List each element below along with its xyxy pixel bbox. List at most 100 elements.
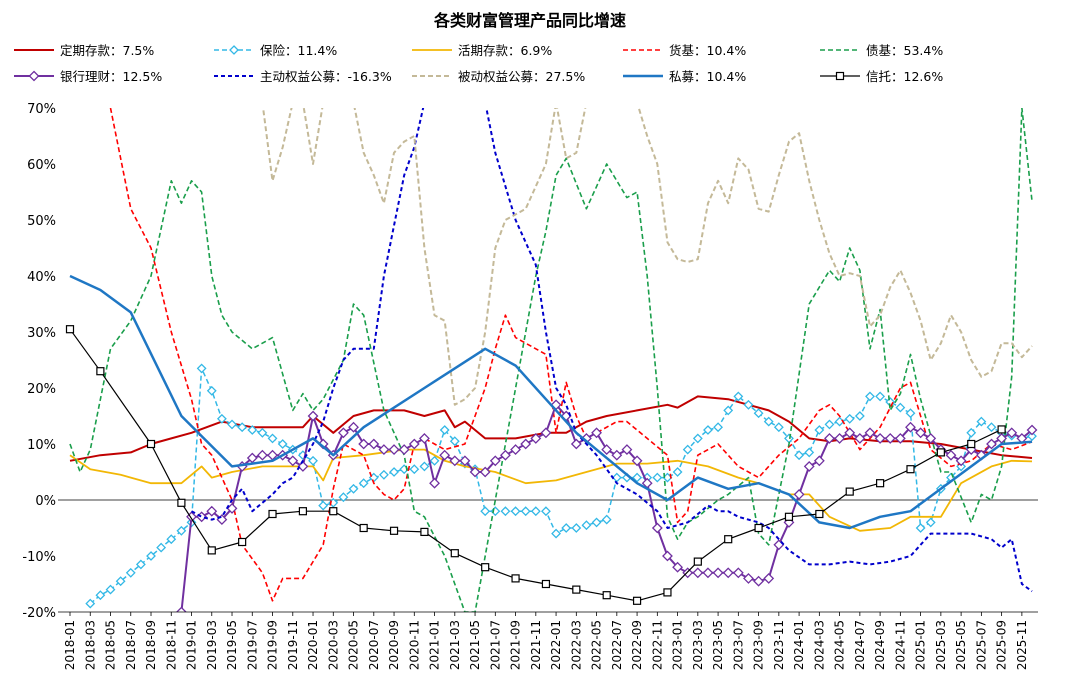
x-tick-label: 2022-03 bbox=[569, 620, 583, 670]
data-point bbox=[753, 408, 764, 419]
data-point bbox=[238, 537, 247, 547]
data-point bbox=[500, 449, 511, 461]
legend-label: 保险：11.4% bbox=[260, 43, 337, 58]
legend-item: 信托：12.6% bbox=[820, 69, 943, 84]
x-tick-label: 2025-03 bbox=[934, 620, 948, 670]
legend-item: 保险：11.4% bbox=[214, 43, 337, 58]
y-tick-label: 40% bbox=[27, 270, 56, 285]
x-tick-label: 2022-09 bbox=[630, 620, 644, 670]
data-point bbox=[176, 525, 187, 536]
data-point bbox=[409, 464, 420, 475]
data-point bbox=[28, 70, 40, 82]
y-axis: 70% 60% 50% 40% 30% 20% 10% 0% -10% -20% bbox=[22, 102, 1038, 621]
data-point bbox=[378, 469, 389, 480]
x-tick-label: 2018-07 bbox=[124, 620, 138, 670]
data-point bbox=[267, 433, 278, 444]
series-line bbox=[69, 108, 1033, 612]
data-point bbox=[541, 506, 551, 517]
legend-label: 活期存款：6.9% bbox=[458, 43, 552, 58]
legend-label: 被动权益公募：27.5% bbox=[458, 69, 585, 84]
x-tick-label: 2021-01 bbox=[428, 620, 442, 670]
y-tick-label: 10% bbox=[27, 438, 56, 453]
data-point bbox=[449, 455, 461, 467]
x-tick-label: 2022-11 bbox=[650, 620, 664, 670]
legend-label: 定期存款：7.5% bbox=[60, 43, 154, 58]
data-point bbox=[672, 561, 683, 573]
data-point bbox=[601, 514, 612, 525]
x-tick-label: 2024-01 bbox=[792, 620, 806, 670]
x-tick-label: 2025-05 bbox=[954, 620, 968, 670]
data-point bbox=[753, 575, 765, 587]
data-point bbox=[227, 419, 237, 430]
data-point bbox=[166, 534, 177, 545]
data-point bbox=[420, 527, 429, 537]
series-9 bbox=[65, 325, 1006, 605]
x-tick-label: 2021-03 bbox=[448, 620, 462, 670]
series-8 bbox=[69, 274, 1033, 530]
data-point bbox=[359, 523, 368, 533]
data-point bbox=[763, 572, 775, 584]
data-point bbox=[936, 448, 945, 457]
data-point bbox=[591, 517, 602, 528]
data-point bbox=[895, 402, 906, 413]
series-line bbox=[180, 403, 1033, 612]
data-point bbox=[915, 427, 927, 439]
x-axis: 2018-01 2018-03 2018-05 2018-07 2018-09 2018-… bbox=[63, 612, 1029, 670]
data-point bbox=[481, 563, 490, 572]
data-point bbox=[722, 567, 734, 579]
data-point bbox=[692, 567, 704, 579]
x-tick-label: 2022-01 bbox=[549, 620, 563, 670]
legend-item: 定期存款：7.5% bbox=[14, 43, 154, 58]
data-point bbox=[479, 466, 491, 478]
x-tick-label: 2021-09 bbox=[509, 620, 523, 670]
x-tick-label: 2024-03 bbox=[812, 620, 826, 670]
data-point bbox=[815, 509, 824, 519]
x-tick-label: 2025-07 bbox=[974, 620, 988, 670]
legend-item: 被动权益公募：27.5% bbox=[412, 69, 585, 84]
data-point bbox=[510, 506, 521, 517]
data-point bbox=[834, 432, 846, 444]
x-tick-label: 2019-05 bbox=[225, 620, 239, 670]
x-tick-label: 2022-07 bbox=[610, 620, 624, 670]
data-point bbox=[439, 425, 450, 435]
x-tick-label: 2022-05 bbox=[590, 620, 604, 670]
data-point bbox=[96, 367, 105, 376]
data-point bbox=[601, 444, 613, 456]
y-tick-label: 60% bbox=[27, 158, 56, 173]
legend-label: 债基：53.4% bbox=[866, 43, 943, 58]
legend-label: 银行理财：12.5% bbox=[60, 69, 162, 84]
data-point bbox=[865, 391, 875, 402]
data-point bbox=[229, 45, 239, 55]
data-point bbox=[268, 509, 277, 519]
data-point bbox=[955, 455, 967, 467]
series-line bbox=[109, 108, 1033, 602]
y-tick-label: 30% bbox=[27, 326, 56, 341]
series-line bbox=[69, 395, 1033, 462]
legend-label: 货基：10.4% bbox=[669, 43, 746, 58]
data-point bbox=[226, 502, 238, 514]
data-point bbox=[459, 455, 471, 467]
data-point bbox=[175, 606, 187, 612]
data-point bbox=[298, 507, 308, 516]
x-tick-label: 2023-11 bbox=[772, 620, 786, 670]
data-point bbox=[784, 512, 794, 521]
data-point bbox=[419, 432, 430, 444]
data-point bbox=[216, 413, 227, 424]
x-tick-label: 2018-01 bbox=[63, 620, 77, 670]
x-tick-label: 2019-09 bbox=[266, 620, 280, 670]
data-point bbox=[348, 421, 359, 433]
legend-label: 信托：12.6% bbox=[866, 69, 943, 84]
series-line bbox=[191, 108, 1033, 593]
data-point bbox=[754, 523, 763, 533]
data-point bbox=[632, 596, 642, 605]
data-point bbox=[207, 546, 216, 555]
series-6 bbox=[191, 108, 1033, 593]
x-tick-label: 2025-11 bbox=[1015, 620, 1029, 670]
data-point bbox=[540, 427, 552, 439]
data-point bbox=[489, 455, 501, 467]
data-point bbox=[419, 461, 430, 472]
legend-item: 私募：10.4% bbox=[623, 69, 746, 84]
data-point bbox=[572, 585, 581, 594]
data-point bbox=[804, 447, 815, 458]
data-point bbox=[389, 526, 399, 535]
